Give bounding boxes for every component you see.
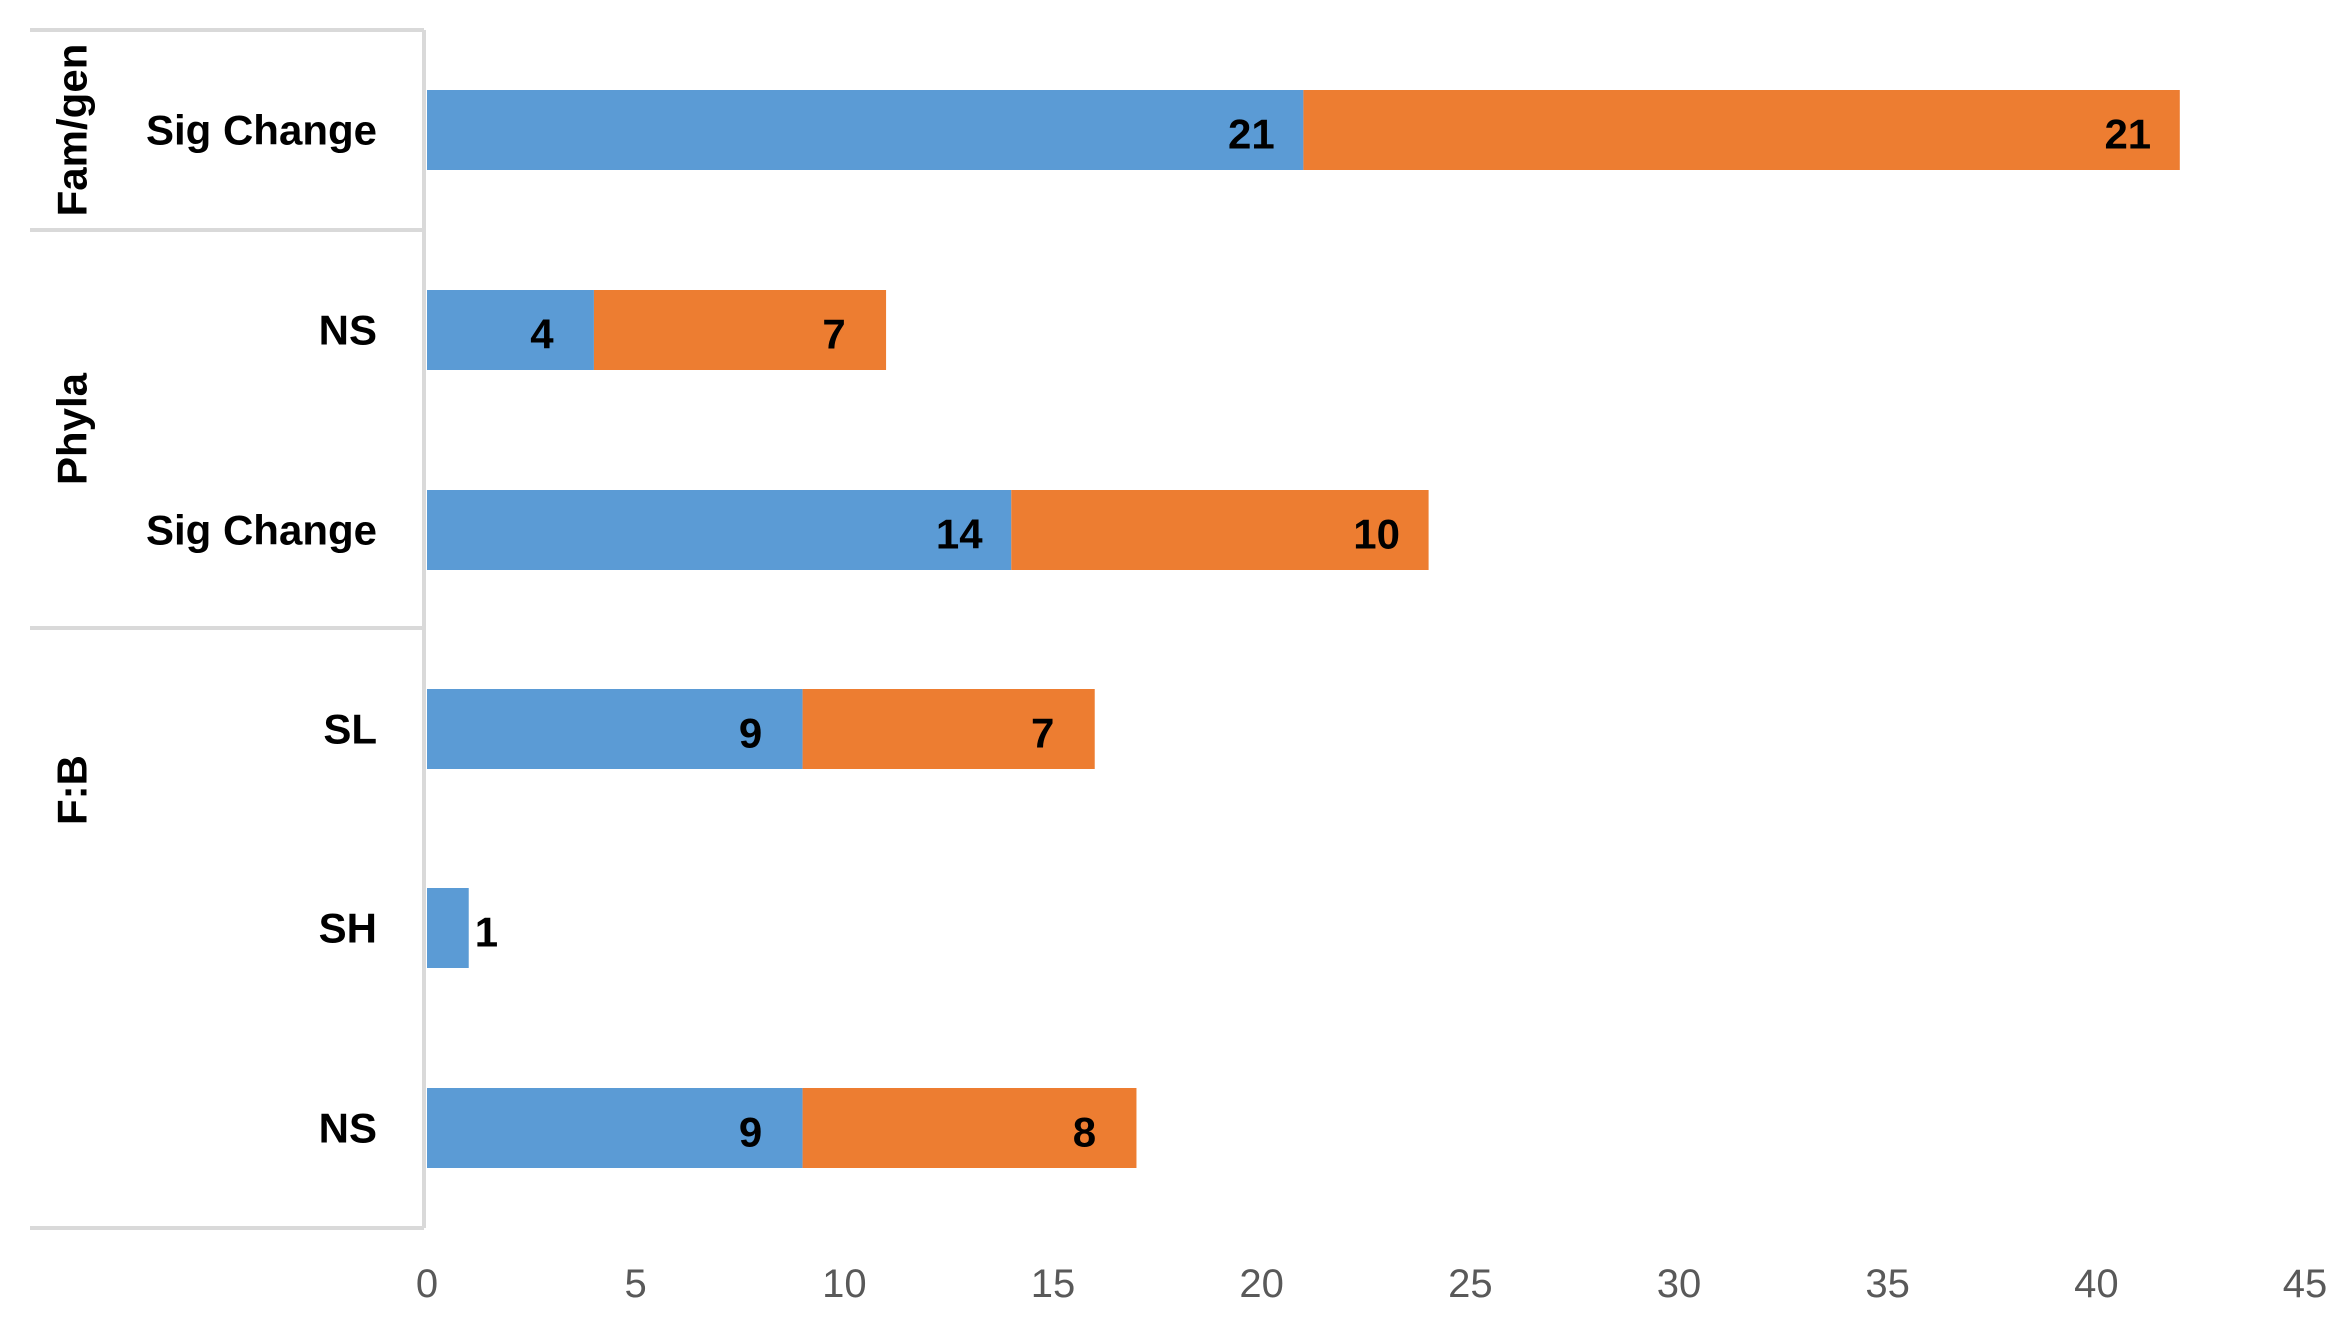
bars-layer: [427, 90, 2180, 1168]
data-label: 1: [475, 909, 498, 956]
bar-series-2: [802, 689, 1095, 769]
x-tick-label: 40: [2074, 1262, 2119, 1306]
group-label: F:B: [49, 755, 96, 825]
category-label: NS: [319, 1105, 377, 1152]
x-tick-label: 25: [1448, 1262, 1493, 1306]
category-labels-layer: Sig Change NS Sig Change SL SH NS: [146, 107, 377, 1152]
bar-series-2: [802, 1088, 1137, 1168]
category-label: Sig Change: [146, 107, 377, 154]
category-axis-frame: [30, 28, 426, 1230]
bar-series-2: [1011, 490, 1429, 570]
data-label: 8: [1073, 1109, 1096, 1156]
category-label: SH: [319, 905, 377, 952]
data-label: 21: [1228, 111, 1275, 158]
category-label: NS: [319, 307, 377, 354]
bar-series-2: [1303, 90, 2180, 170]
x-tick-label: 5: [625, 1262, 647, 1306]
category-label: Sig Change: [146, 507, 377, 554]
data-labels-layer: 21 21 4 7 14 10 9 7 1 9 8: [475, 111, 2151, 1156]
bar-series-1: [427, 888, 469, 968]
x-tick-label: 15: [1031, 1262, 1076, 1306]
bar-series-2: [593, 290, 887, 370]
group-labels-layer: Fam/gen Phyla F:B: [49, 44, 96, 825]
data-label: 14: [936, 511, 983, 558]
x-tick-label: 10: [822, 1262, 867, 1306]
data-label: 10: [1353, 511, 1400, 558]
bar-series-1: [427, 490, 1012, 570]
x-tick-label: 30: [1657, 1262, 1702, 1306]
x-tick-label: 45: [2283, 1262, 2328, 1306]
data-label: 21: [2104, 111, 2151, 158]
bar-series-1: [427, 1088, 803, 1168]
data-label: 7: [822, 311, 845, 358]
x-tick-label: 20: [1239, 1262, 1284, 1306]
bar-series-1: [427, 689, 803, 769]
data-label: 9: [739, 710, 762, 757]
group-label: Phyla: [49, 372, 96, 485]
x-axis-tick-labels: 0 5 10 15 20 25 30 35 40 45: [416, 1262, 2327, 1306]
x-tick-label: 35: [1865, 1262, 1910, 1306]
x-tick-label: 0: [416, 1262, 438, 1306]
data-label: 4: [530, 311, 554, 358]
category-label: SL: [323, 706, 377, 753]
bar-series-1: [427, 290, 594, 370]
data-label: 9: [739, 1109, 762, 1156]
group-label: Fam/gen: [49, 44, 96, 217]
bar-series-1: [427, 90, 1304, 170]
data-label: 7: [1031, 710, 1054, 757]
